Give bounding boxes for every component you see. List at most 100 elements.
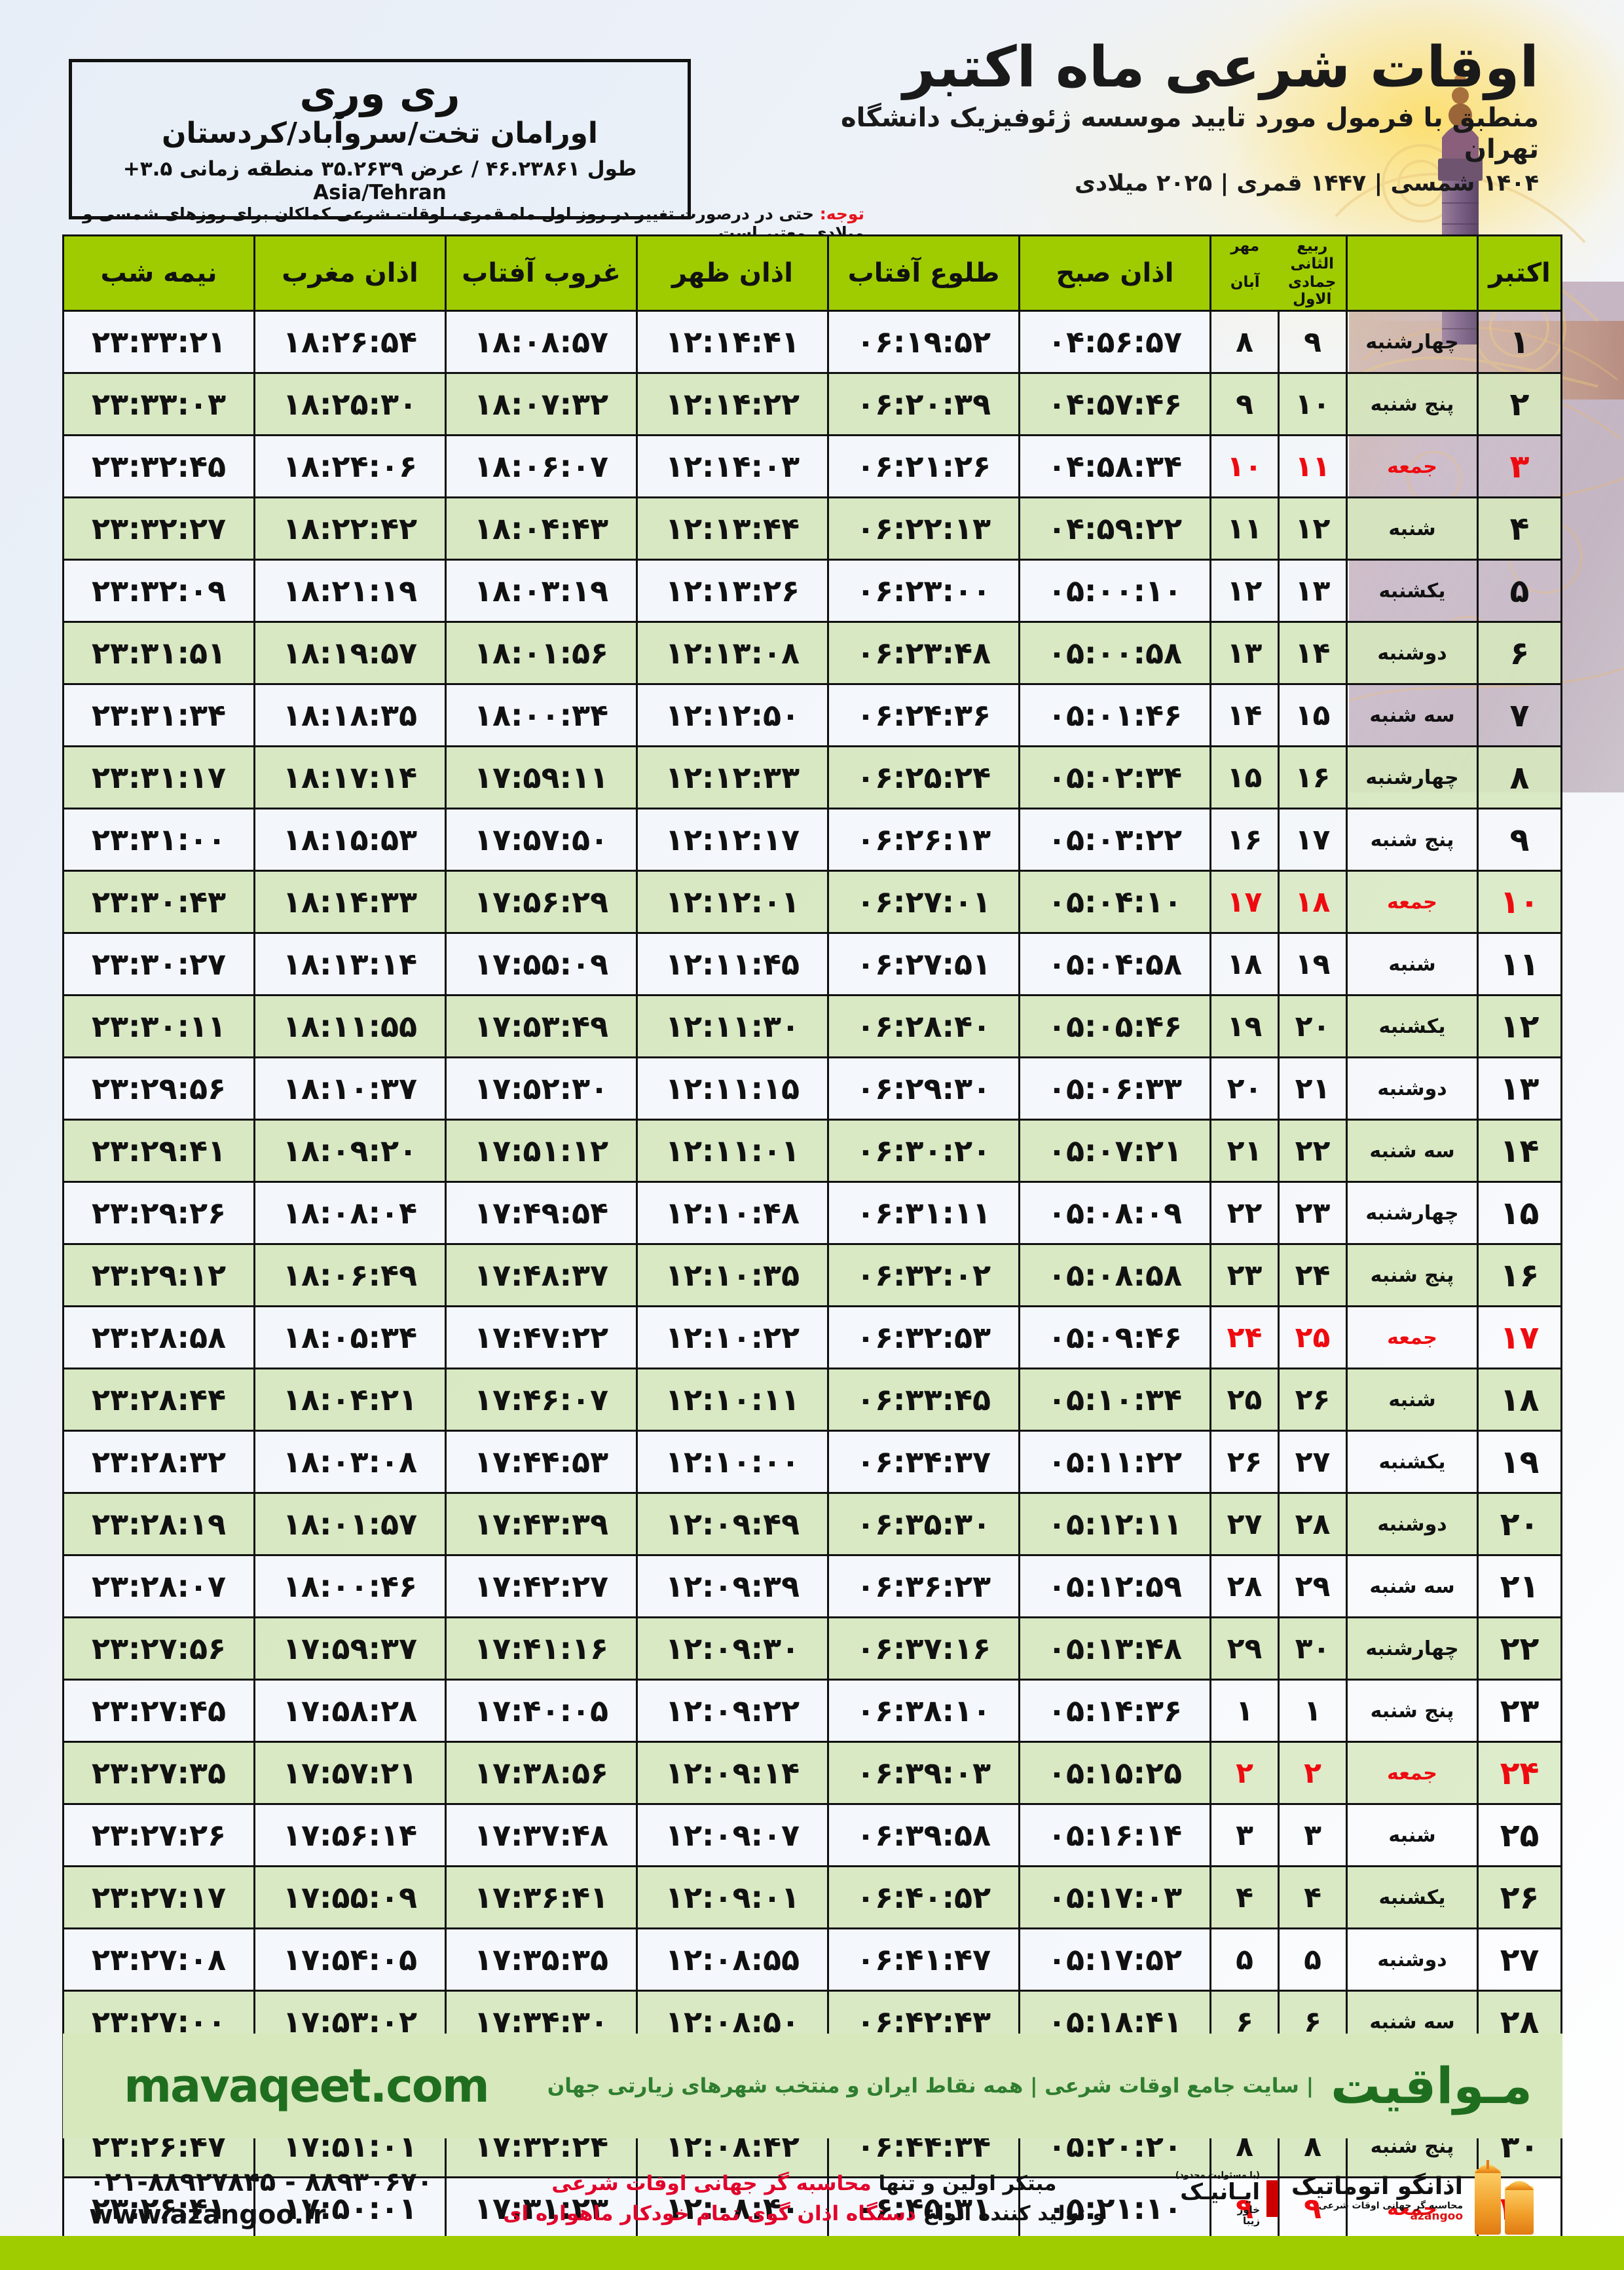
cell-dhuhr: ۱۲:۱۰:۰۰ <box>636 1430 829 1494</box>
cell-solar_hijri: ۲۸ <box>1278 1492 1348 1556</box>
cell-dhuhr: ۱۲:۱۰:۲۲ <box>636 1305 829 1369</box>
cell-dhuhr: ۱۲:۱۳:۲۶ <box>636 559 829 623</box>
cell-sunrise: ۰۶:۲۱:۲۶ <box>827 434 1020 498</box>
cell-midnight: ۲۳:۲۷:۲۶ <box>62 1803 255 1867</box>
cell-solar_hijri: ۱۹ <box>1278 932 1348 996</box>
cell-sunset: ۱۷:۴۰:۰۵ <box>445 1679 638 1743</box>
cell-solar_hijri: ۴ <box>1278 1865 1348 1929</box>
cell-sunrise: ۰۶:۲۴:۳۶ <box>827 683 1020 747</box>
cell-sunset: ۱۷:۴۸:۳۷ <box>445 1243 638 1307</box>
cell-weekday: جمعه <box>1346 434 1479 498</box>
cell-sunrise: ۰۶:۴۵:۳۱ <box>827 2176 1020 2241</box>
cell-sunrise: ۰۶:۲۷:۵۱ <box>827 932 1020 996</box>
slogan-line-1-highlight: محاسبه گر جهانی اوقات شرعی <box>551 2171 872 2195</box>
cell-october: ۱۲ <box>1477 994 1562 1058</box>
cell-sunset: ۱۷:۴۳:۳۹ <box>445 1492 638 1556</box>
cell-sunset: ۱۷:۵۲:۳۰ <box>445 1056 638 1121</box>
cell-lunar_hijri: ۲۷ <box>1209 1492 1280 1556</box>
cell-dhuhr: ۱۲:۰۹:۰۱ <box>636 1865 829 1929</box>
azangoo-text-block: اذانگو اتوماتیک محاسبه گر جهانی اوقات شر… <box>1291 2174 1463 2222</box>
cell-lunar_hijri: ۵ <box>1209 1927 1280 1992</box>
cell-fajr: ۰۵:۰۲:۳۴ <box>1018 745 1211 809</box>
contact-website[interactable]: www.azangoo.ir <box>89 2200 326 2230</box>
cell-maghrib: ۱۸:۱۰:۳۷ <box>253 1056 447 1121</box>
cell-dhuhr: ۱۲:۰۹:۳۰ <box>636 1616 829 1681</box>
title-block: اوقات شرعی ماه اکتبر منطبق با فرمول مورد… <box>779 38 1540 197</box>
calendar-years: ۱۴۰۴ شمسی | ۱۴۴۷ قمری | ۲۰۲۵ میلادی <box>1075 170 1539 197</box>
cell-fajr: ۰۵:۱۲:۱۱ <box>1018 1492 1211 1556</box>
mavaqeet-tagline: | سایت جامع اوقات شرعی | همه نقاط ایران … <box>547 2074 1314 2098</box>
cell-sunrise: ۰۶:۴۰:۵۲ <box>827 1865 1020 1929</box>
cell-fajr: ۰۵:۰۳:۲۲ <box>1018 808 1211 872</box>
cell-fajr: ۰۵:۱۷:۰۳ <box>1018 1865 1211 1929</box>
slogan-line-1-plain: مبتکر اولین و تنها <box>878 2171 1057 2195</box>
cell-maghrib: ۱۸:۰۹:۲۰ <box>253 1119 447 1183</box>
cell-midnight: ۲۳:۳۱:۵۱ <box>62 621 255 685</box>
cell-sunrise: ۰۶:۳۲:۵۳ <box>827 1305 1020 1369</box>
col-header-fajr: اذان صبح <box>1018 234 1211 312</box>
cell-solar_hijri: ۲۲ <box>1278 1119 1348 1183</box>
cell-fajr: ۰۴:۵۶:۵۷ <box>1018 310 1211 374</box>
cell-dhuhr: ۱۲:۱۰:۴۸ <box>636 1181 829 1245</box>
cell-weekday: جمعه <box>1346 2176 1479 2241</box>
mavaqeet-domain[interactable]: mavaqeet.com <box>124 2059 490 2113</box>
rayaneek-text-block: (با مسئولیت محدود) ایـانیـک خاور زیبا <box>1175 2170 1260 2227</box>
cell-solar_hijri: ۲۹ <box>1278 1554 1348 1618</box>
cell-october: ۲۱ <box>1477 1554 1562 1618</box>
cell-maghrib: ۱۸:۱۹:۵۷ <box>253 621 447 685</box>
cell-october: ۱۹ <box>1477 1430 1562 1494</box>
cell-october: ۱۷ <box>1477 1305 1562 1369</box>
cell-fajr: ۰۵:۰۸:۵۸ <box>1018 1243 1211 1307</box>
cell-maghrib: ۱۷:۵۸:۲۸ <box>253 1679 447 1743</box>
cell-october: ۹ <box>1477 808 1562 872</box>
cell-october: ۲۶ <box>1477 1865 1562 1929</box>
cell-solar_hijri: ۲۵ <box>1278 1305 1348 1369</box>
cell-midnight: ۲۳:۳۰:۱۱ <box>62 994 255 1058</box>
slogan-line-2-highlight: دستگاه اذان گوی تمام خودکار ماهواره ای <box>503 2202 916 2225</box>
cell-lunar_hijri: ۸ <box>1209 310 1280 374</box>
table-row: ۲۶ یکشنبه ۴ ۴ ۰۵:۱۷:۰۳ ۰۶:۴۰:۵۲ ۱۲:۰۹:۰۱ ۱۷:۳۶:… <box>62 1865 1562 1929</box>
cell-october: ۲۰ <box>1477 1492 1562 1556</box>
note-label: توجه: <box>819 204 864 223</box>
cell-october: ۱۶ <box>1477 1243 1562 1307</box>
cell-lunar_hijri: ۱۱ <box>1209 496 1280 561</box>
cell-sunrise: ۰۶:۲۰:۳۹ <box>827 372 1020 436</box>
cell-solar_hijri: ۱۳ <box>1278 559 1348 623</box>
cell-weekday: سه شنبه <box>1346 1554 1479 1618</box>
cell-midnight: ۲۳:۲۹:۵۶ <box>62 1056 255 1121</box>
cell-midnight: ۲۳:۲۸:۰۷ <box>62 1554 255 1618</box>
cell-lunar_hijri: ۳ <box>1209 1803 1280 1867</box>
cell-solar_hijri: ۹ <box>1278 310 1348 374</box>
table-row: ۷ سه شنبه ۱۵ ۱۴ ۰۵:۰۱:۴۶ ۰۶:۲۴:۳۶ ۱۲:۱۲:۵۰ ۱۸:۰… <box>62 683 1562 747</box>
cell-maghrib: ۱۷:۵۷:۲۱ <box>253 1741 447 1805</box>
cell-lunar_hijri: ۲۸ <box>1209 1554 1280 1618</box>
cell-fajr: ۰۵:۰۰:۱۰ <box>1018 559 1211 623</box>
cell-fajr: ۰۵:۱۴:۳۶ <box>1018 1679 1211 1743</box>
cell-maghrib: ۱۷:۵۶:۱۴ <box>253 1803 447 1867</box>
table-row: ۵ یکشنبه ۱۳ ۱۲ ۰۵:۰۰:۱۰ ۰۶:۲۳:۰۰ ۱۲:۱۳:۲۶ ۱۸:۰۳… <box>62 559 1562 623</box>
cell-weekday: دوشنبه <box>1346 1056 1479 1121</box>
cell-fajr: ۰۵:۰۴:۵۸ <box>1018 932 1211 996</box>
cell-fajr: ۰۵:۱۳:۴۸ <box>1018 1616 1211 1681</box>
col-header-solar-top: مهر <box>1230 238 1260 255</box>
cell-midnight: ۲۳:۲۷:۱۷ <box>62 1865 255 1929</box>
cell-sunset: ۱۷:۵۹:۱۱ <box>445 745 638 809</box>
col-header-hijri-dates: ربیع الثانی مهر جمادی الاول آبان <box>1209 234 1348 312</box>
rayaneek-note: (با مسئولیت محدود) <box>1175 2170 1260 2180</box>
location-name: ری وری <box>299 69 460 117</box>
cell-lunar_hijri: ۱۵ <box>1209 745 1280 809</box>
cell-midnight: ۲۳:۳۲:۰۹ <box>62 559 255 623</box>
cell-sunset: ۱۸:۰۸:۵۷ <box>445 310 638 374</box>
cell-october: ۶ <box>1477 621 1562 685</box>
cell-midnight: ۲۳:۲۸:۵۸ <box>62 1305 255 1369</box>
cell-solar_hijri: ۱۶ <box>1278 745 1348 809</box>
cell-october: ۴ <box>1477 496 1562 561</box>
cell-lunar_hijri: ۲۴ <box>1209 1305 1280 1369</box>
cell-dhuhr: ۱۲:۱۴:۴۱ <box>636 310 829 374</box>
table-row: ۲۵ شنبه ۳ ۳ ۰۵:۱۶:۱۴ ۰۶:۳۹:۵۸ ۱۲:۰۹:۰۷ ۱۷:۳۷:۴۸… <box>62 1803 1562 1867</box>
cell-dhuhr: ۱۲:۱۳:۴۴ <box>636 496 829 561</box>
cell-weekday: دوشنبه <box>1346 1492 1479 1556</box>
cell-fajr: ۰۵:۱۰:۳۴ <box>1018 1368 1211 1432</box>
table-row: ۱۶ پنج شنبه ۲۴ ۲۳ ۰۵:۰۸:۵۸ ۰۶:۳۲:۰۲ ۱۲:۱۰:۳۵ ۱۷… <box>62 1243 1562 1307</box>
table-row: ۲۳ پنج شنبه ۱ ۱ ۰۵:۱۴:۳۶ ۰۶:۳۸:۱۰ ۱۲:۰۹:۲۲ ۱۷:۴… <box>62 1679 1562 1743</box>
